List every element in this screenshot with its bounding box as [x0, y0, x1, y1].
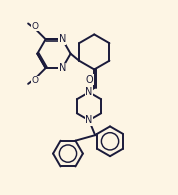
- Text: N: N: [59, 63, 66, 73]
- Text: N: N: [85, 115, 93, 125]
- Text: O: O: [32, 76, 39, 85]
- Text: N: N: [59, 34, 66, 44]
- Text: N: N: [85, 87, 93, 97]
- Text: O: O: [32, 22, 39, 31]
- Text: O: O: [86, 75, 93, 85]
